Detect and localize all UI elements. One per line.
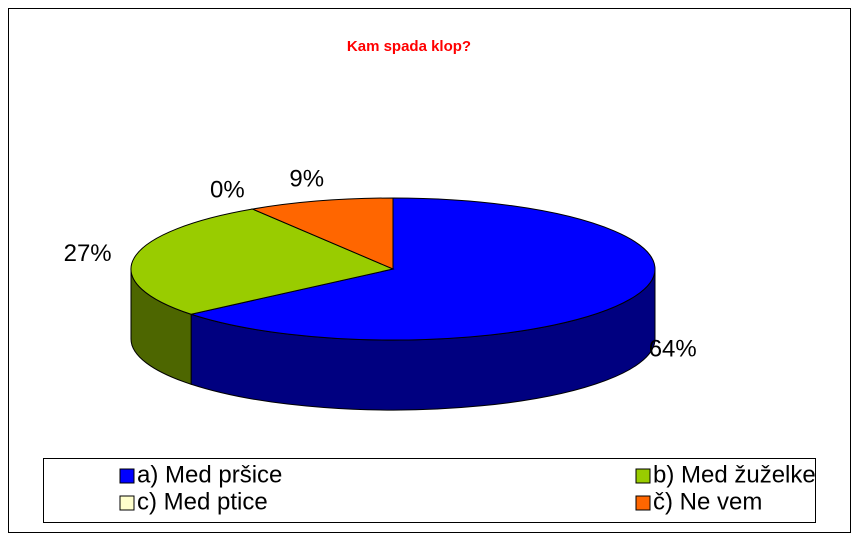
legend-label: a) Med pršice xyxy=(137,461,282,488)
legend-swatch xyxy=(635,495,651,511)
data-label: 64% xyxy=(649,336,697,363)
legend-swatch xyxy=(635,468,651,484)
data-label: 27% xyxy=(64,240,112,267)
legend-swatch xyxy=(119,468,135,484)
data-label: 9% xyxy=(289,166,324,193)
chart-title: Kam spada klop? xyxy=(347,38,471,55)
legend-label: c) Med ptice xyxy=(137,488,268,515)
legend-label: č) Ne vem xyxy=(653,488,762,515)
legend-label: b) Med žuželke xyxy=(653,461,816,488)
pie-slice xyxy=(130,208,395,315)
pie-slice xyxy=(250,197,394,270)
legend-box xyxy=(43,458,816,523)
legend-swatch xyxy=(119,495,135,511)
data-label: 0% xyxy=(210,176,245,203)
pie-slice xyxy=(189,197,656,341)
